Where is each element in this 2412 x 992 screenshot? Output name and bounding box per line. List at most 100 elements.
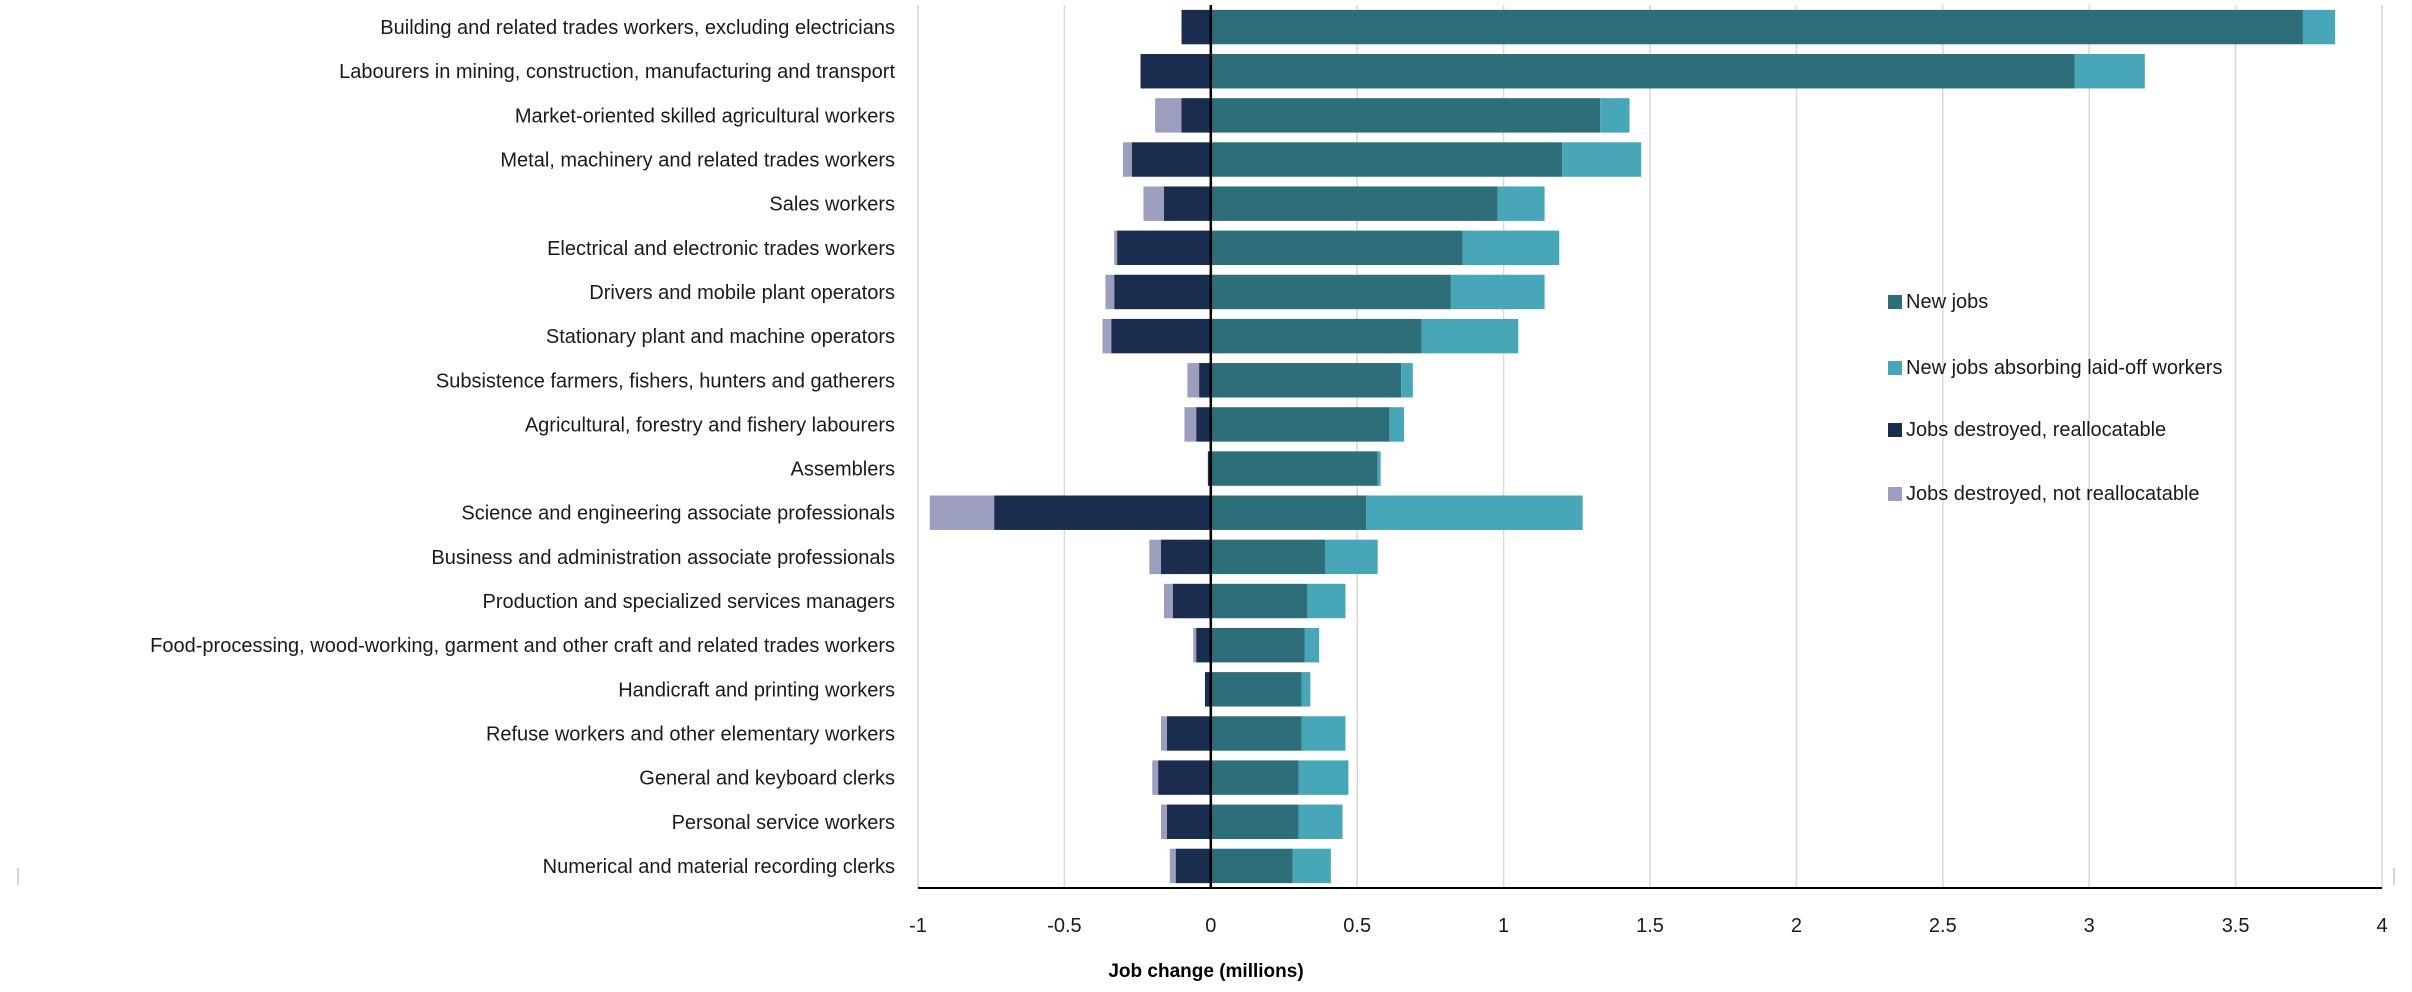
bar-new-jobs-absorbing <box>1292 848 1331 884</box>
bar-new-jobs <box>1210 54 2075 89</box>
bar-new-jobs <box>1210 716 1302 751</box>
bar-new-jobs-absorbing <box>1298 804 1343 839</box>
bar-new-jobs-absorbing <box>1298 760 1349 795</box>
bar-jobs-destroyed-not-reallocatable <box>1161 804 1167 839</box>
bar-jobs-destroyed-not-reallocatable <box>1187 363 1200 398</box>
bar-new-jobs-absorbing <box>1562 142 1642 177</box>
bar-jobs-destroyed-not-reallocatable <box>1184 407 1197 442</box>
bar-jobs-destroyed-not-reallocatable <box>1169 848 1176 884</box>
bar-jobs-destroyed-reallocatable <box>1163 186 1211 221</box>
bar-jobs-destroyed-reallocatable <box>1172 583 1211 619</box>
bar-jobs-destroyed-reallocatable <box>994 495 1211 530</box>
category-label: Subsistence farmers, fishers, hunters an… <box>436 370 895 392</box>
bar-new-jobs <box>1210 142 1563 177</box>
category-labels: Building and related trades workers, exc… <box>150 17 895 878</box>
bar-new-jobs-absorbing <box>1307 583 1346 619</box>
bar-jobs-destroyed-reallocatable <box>1166 716 1211 751</box>
category-label: Personal service workers <box>672 812 895 834</box>
bar-new-jobs <box>1210 407 1390 442</box>
bar-jobs-destroyed-reallocatable <box>1166 804 1211 839</box>
x-tick-labels: -1 -0.5 0 0.5 1 1.5 2 2.5 3 3.5 4 <box>909 915 2387 937</box>
bar-new-jobs <box>1210 451 1378 486</box>
bar-new-jobs-absorbing <box>1462 230 1560 266</box>
axes <box>17 5 2395 889</box>
x-tick-label: -1 <box>909 915 927 937</box>
bar-new-jobs <box>1210 318 1422 354</box>
bar-new-jobs-absorbing <box>1389 407 1405 442</box>
category-label: Drivers and mobile plant operators <box>589 282 895 304</box>
bar-new-jobs-absorbing <box>1324 539 1378 575</box>
bar-new-jobs <box>1210 539 1325 575</box>
bar-new-jobs-absorbing <box>1497 186 1545 221</box>
bar-jobs-destroyed-reallocatable <box>1204 672 1211 707</box>
bar-jobs-destroyed-not-reallocatable <box>1152 760 1159 795</box>
category-label: Business and administration associate pr… <box>431 547 895 569</box>
bar-jobs-destroyed-not-reallocatable <box>1105 274 1115 310</box>
legend-swatch <box>1888 487 1902 501</box>
bar-new-jobs <box>1210 274 1451 310</box>
bar-new-jobs-absorbing <box>1301 672 1311 707</box>
category-label: Metal, machinery and related trades work… <box>500 150 895 172</box>
bar-jobs-destroyed-not-reallocatable <box>929 495 995 530</box>
bar-jobs-destroyed-reallocatable <box>1161 539 1211 575</box>
legend-swatch <box>1888 295 1902 309</box>
bar-new-jobs <box>1210 495 1366 530</box>
bar-jobs-destroyed-reallocatable <box>1181 98 1211 133</box>
bar-jobs-destroyed-not-reallocatable <box>1114 230 1118 266</box>
bar-jobs-destroyed-reallocatable <box>1199 363 1211 398</box>
bar-new-jobs <box>1210 363 1402 398</box>
bar-jobs-destroyed-reallocatable <box>1117 230 1211 266</box>
bar-jobs-destroyed-reallocatable <box>1196 407 1211 442</box>
bar-jobs-destroyed-reallocatable <box>1158 760 1211 795</box>
bar-jobs-destroyed-reallocatable <box>1114 274 1211 310</box>
bar-new-jobs-absorbing <box>1600 98 1630 133</box>
bar-new-jobs-absorbing <box>1401 363 1413 398</box>
x-tick-label: 3.5 <box>2222 915 2250 937</box>
bar-new-jobs <box>1210 848 1293 884</box>
bar-new-jobs <box>1210 760 1299 795</box>
x-tick-label: 1 <box>1498 915 1509 937</box>
x-tick-label: -0.5 <box>1047 915 1081 937</box>
x-tick-label: 3 <box>2084 915 2095 937</box>
bar-new-jobs <box>1210 627 1305 663</box>
bar-new-jobs <box>1210 804 1299 839</box>
bar-new-jobs-absorbing <box>1450 274 1545 310</box>
bar-new-jobs <box>1210 672 1302 707</box>
bar-new-jobs-absorbing <box>1421 318 1519 354</box>
legend-swatch <box>1888 423 1902 437</box>
category-label: Labourers in mining, construction, manuf… <box>339 61 895 83</box>
category-label: Assemblers <box>791 459 895 481</box>
legend-label: Jobs destroyed, reallocatable <box>1906 419 2166 441</box>
bar-jobs-destroyed-reallocatable <box>1111 318 1211 354</box>
bar-new-jobs-absorbing <box>2074 54 2145 89</box>
category-label: Electrical and electronic trades workers <box>547 238 895 260</box>
bar-new-jobs-absorbing <box>1301 716 1346 751</box>
bar-new-jobs <box>1210 230 1463 266</box>
legend-swatch <box>1888 361 1902 375</box>
bar-new-jobs-absorbing <box>2302 9 2336 45</box>
category-label: Sales workers <box>769 194 895 216</box>
legend: New jobs New jobs absorbing laid-off work… <box>1888 291 2222 505</box>
x-tick-label: 0.5 <box>1343 915 1371 937</box>
legend-label: New jobs <box>1906 291 1988 313</box>
category-label: Stationary plant and machine operators <box>546 326 895 348</box>
category-label: Building and related trades workers, exc… <box>380 17 895 39</box>
bar-jobs-destroyed-not-reallocatable <box>1122 142 1132 177</box>
category-label: General and keyboard clerks <box>639 768 895 790</box>
category-label: Food-processing, wood-working, garment a… <box>150 635 895 657</box>
bar-jobs-destroyed-not-reallocatable <box>1149 539 1162 575</box>
bar-new-jobs <box>1210 186 1498 221</box>
bars <box>929 9 2336 884</box>
bar-jobs-destroyed-not-reallocatable <box>1155 98 1182 133</box>
category-label: Market-oriented skilled agricultural wor… <box>515 105 895 127</box>
legend-label: New jobs absorbing laid-off workers <box>1906 357 2222 379</box>
bar-new-jobs-absorbing <box>1304 627 1320 663</box>
bar-new-jobs <box>1210 583 1308 619</box>
bar-new-jobs <box>1210 9 2303 45</box>
bar-jobs-destroyed-reallocatable <box>1181 9 1211 45</box>
gridlines <box>917 5 2383 888</box>
bar-new-jobs-absorbing <box>1377 451 1381 486</box>
legend-label: Jobs destroyed, not reallocatable <box>1906 483 2200 505</box>
